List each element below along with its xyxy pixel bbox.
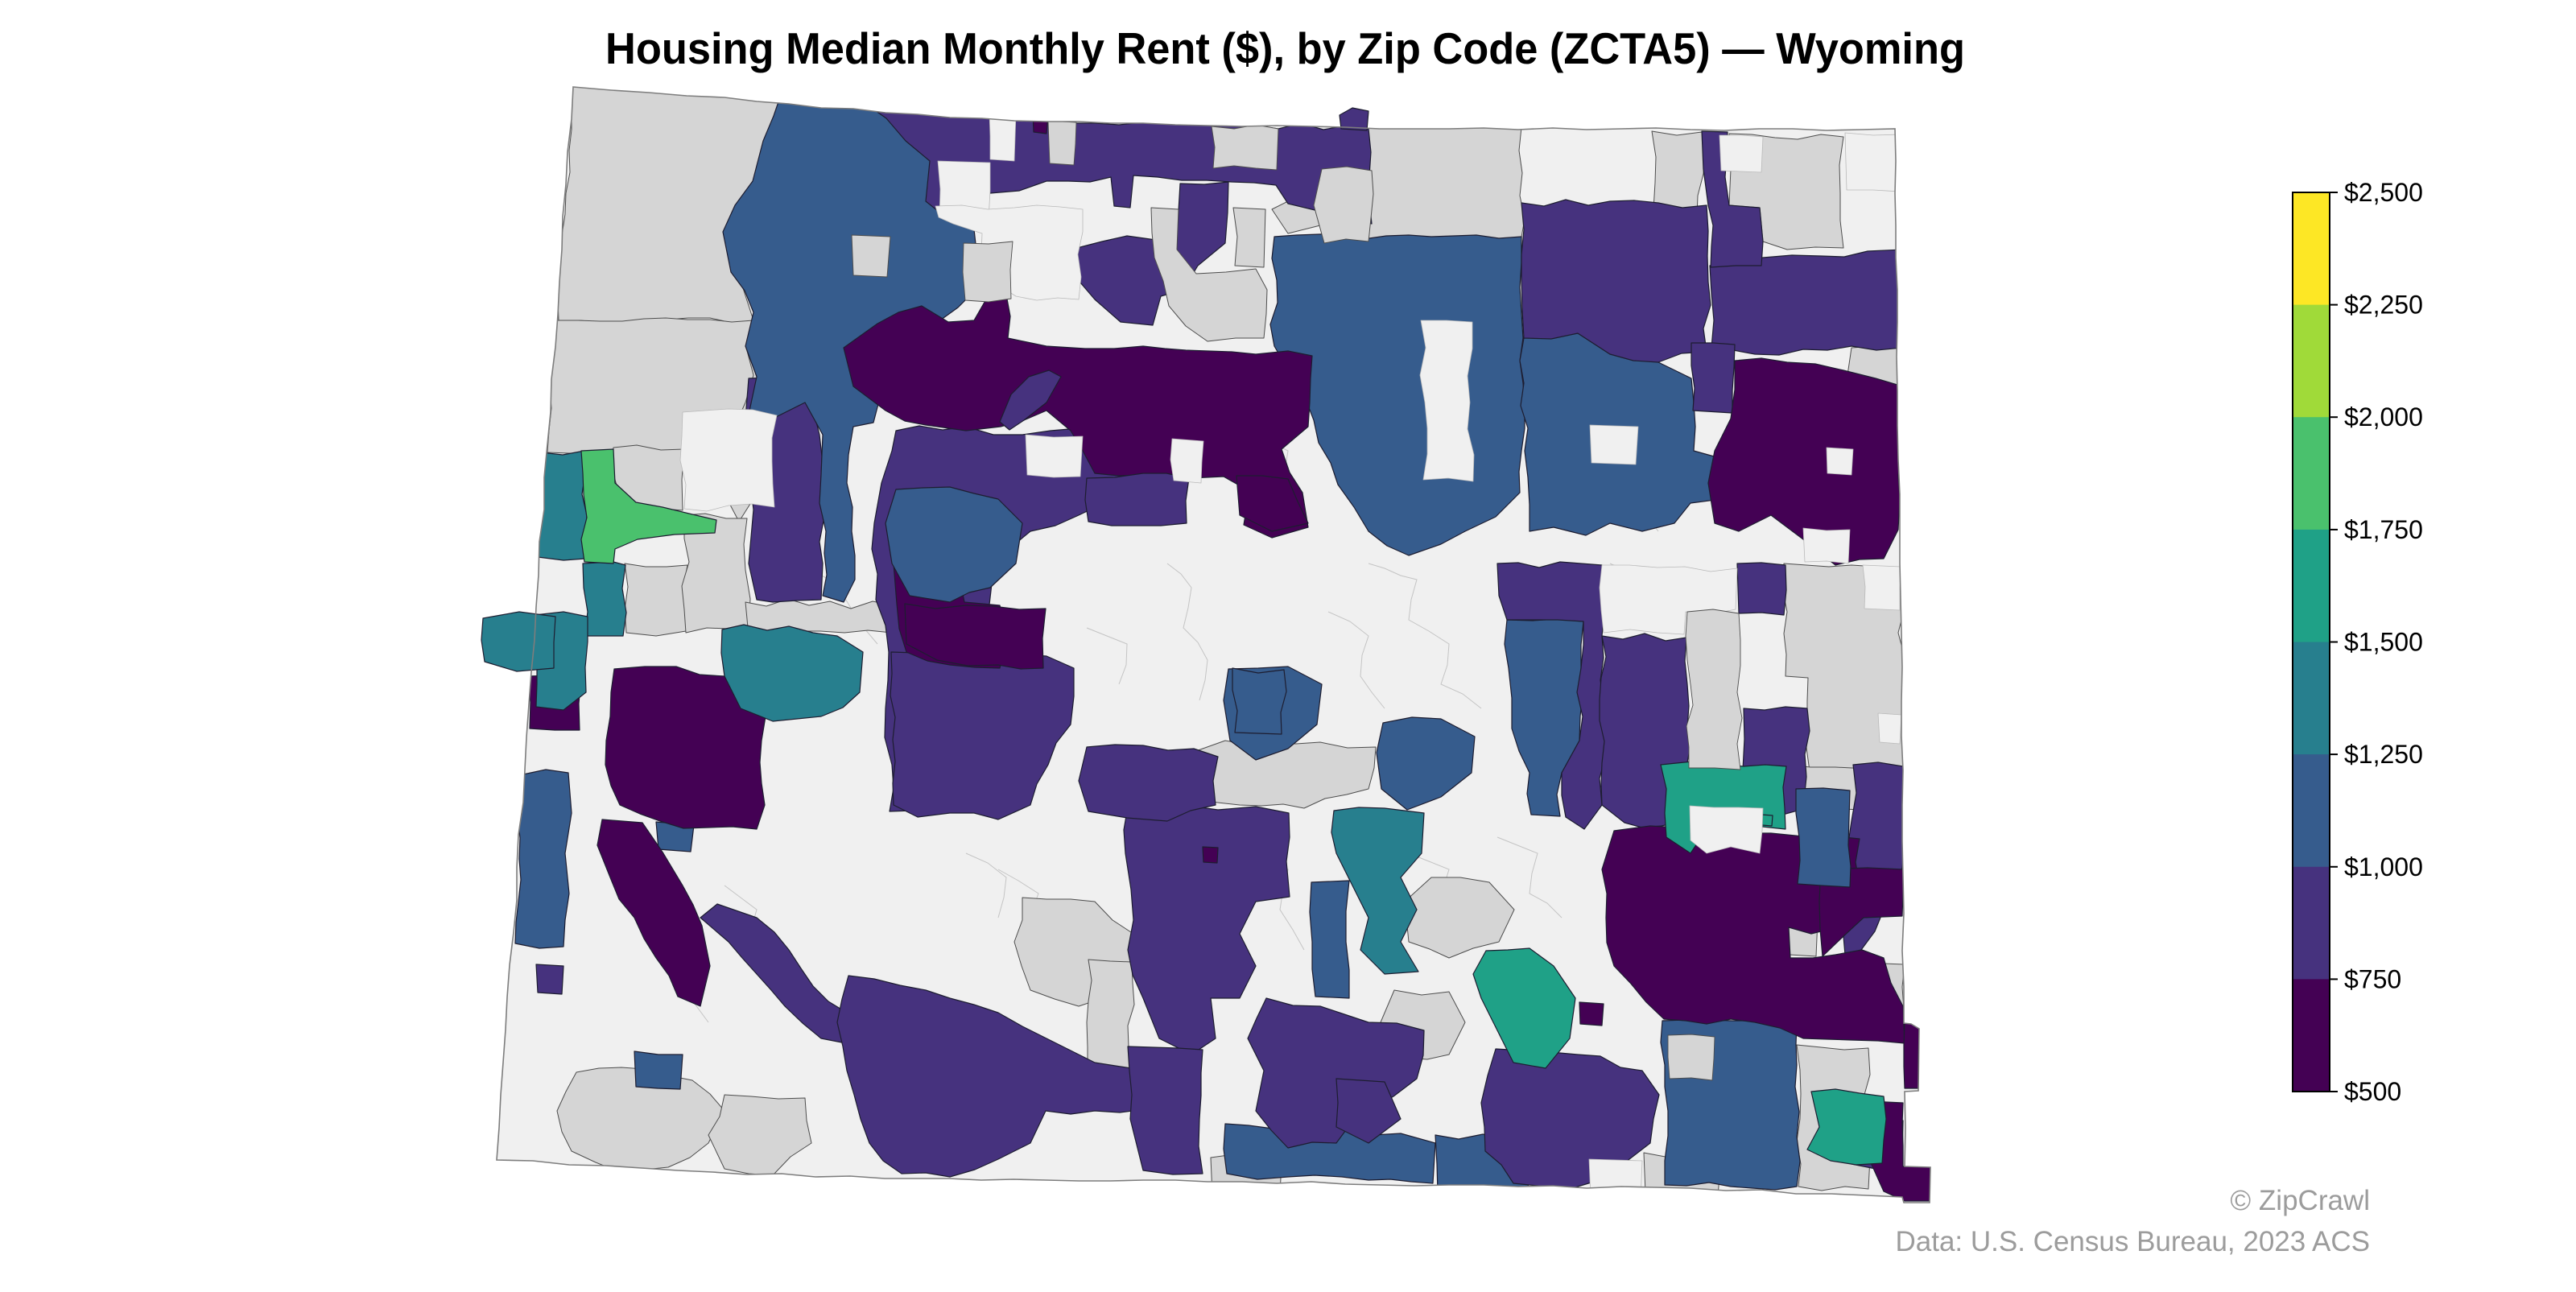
svg-text:$750: $750: [2344, 964, 2401, 993]
svg-text:$2,000: $2,000: [2344, 402, 2423, 431]
svg-text:$1,500: $1,500: [2344, 628, 2423, 657]
svg-text:$1,000: $1,000: [2344, 852, 2423, 881]
svg-text:Data: U.S. Census Bureau, 2023: Data: U.S. Census Bureau, 2023 ACS: [1896, 1226, 2371, 1257]
svg-text:$1,250: $1,250: [2344, 740, 2423, 769]
svg-text:$2,250: $2,250: [2344, 291, 2423, 320]
svg-text:$1,750: $1,750: [2344, 515, 2423, 544]
svg-text:© ZipCrawl: © ZipCrawl: [2230, 1185, 2370, 1216]
svg-text:$500: $500: [2344, 1077, 2401, 1106]
svg-text:$2,500: $2,500: [2344, 178, 2423, 207]
svg-text:Housing Median Monthly Rent ($: Housing Median Monthly Rent ($), by Zip …: [605, 23, 1965, 73]
